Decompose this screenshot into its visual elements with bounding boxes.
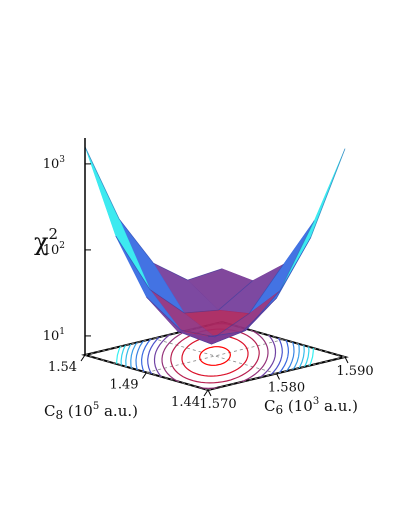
surface-mesh-line: [115, 235, 254, 314]
x-tick-label: 1.590: [336, 364, 373, 379]
z-axis-label: χ2: [34, 225, 58, 256]
z-tick-base: 10: [43, 157, 60, 172]
surface-mesh-line: [177, 220, 315, 345]
contour: [170, 328, 260, 384]
contour: [135, 322, 295, 390]
z-tick-exp: 2: [59, 241, 65, 251]
y-tick: [203, 389, 209, 397]
z-tick-label: 102: [43, 241, 65, 258]
x-tick: [344, 356, 349, 364]
x-tick-label: 1.570: [199, 397, 236, 412]
x-tick-label: 1.580: [268, 381, 305, 396]
x-tick: [207, 389, 212, 397]
x-label-exp: 3: [313, 396, 319, 407]
x-label-rest: a.u.): [319, 397, 358, 415]
y-tick-label: 1.54: [48, 360, 77, 375]
contour: [125, 322, 305, 390]
x-label-unit: (10: [283, 397, 313, 415]
y-tick-label: 1.44: [171, 395, 200, 410]
y-label-unit: (10: [63, 402, 93, 420]
x-label-sub: 6: [275, 403, 283, 417]
x-axis-label: C6 (103 a.u.): [264, 396, 358, 417]
z-tick-exp: 3: [59, 155, 65, 165]
z-tick-base: 10: [43, 329, 60, 344]
z-tick-label: 103: [43, 155, 66, 172]
y-label-sub: 8: [55, 408, 63, 422]
z-tick-exp: 1: [59, 327, 65, 337]
y-axis-label: C8 (105 a.u.): [44, 401, 138, 422]
y-label-exp: 5: [93, 401, 99, 412]
y-tick-label: 1.49: [110, 378, 139, 393]
contour: [120, 322, 310, 390]
y-tick: [142, 372, 147, 379]
y-label-main: C: [44, 402, 55, 420]
z-label-exp: 2: [49, 225, 59, 243]
contour: [147, 322, 283, 390]
x-label-main: C: [264, 397, 275, 415]
contour: [199, 346, 231, 366]
contour: [181, 335, 249, 377]
contour: [130, 322, 300, 390]
z-tick-base: 10: [43, 243, 60, 258]
y-tick: [80, 354, 86, 362]
surface-mesh-line: [84, 146, 223, 281]
z-label-main: χ: [34, 228, 49, 256]
contour: [140, 322, 290, 390]
z-tick-label: 101: [43, 327, 65, 344]
contour: [116, 322, 314, 390]
surface-group: [84, 146, 346, 345]
y-label-rest: a.u.): [99, 402, 138, 420]
x-tick: [276, 373, 280, 380]
surface-mesh-line: [146, 263, 284, 338]
surface-mesh-line: [207, 148, 346, 338]
